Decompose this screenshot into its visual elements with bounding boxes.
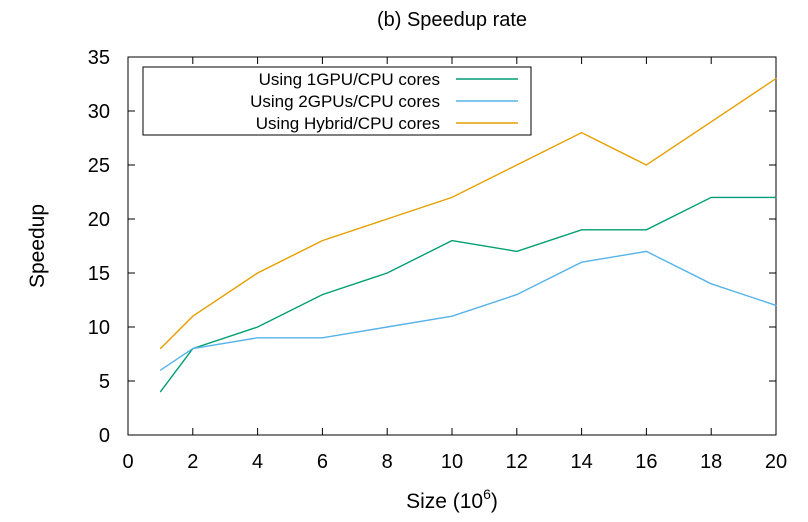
series-lines [159, 78, 777, 393]
x-tick-label: 0 [122, 451, 133, 473]
x-tick-label: 10 [441, 451, 463, 473]
series-3-point [321, 240, 323, 242]
series-2-point [775, 304, 777, 306]
series-1-point [645, 229, 647, 231]
series-2-point [516, 294, 518, 296]
series-2-point [321, 337, 323, 339]
legend-label-1: Using 1GPU/CPU cores [259, 70, 440, 89]
series-3-point [710, 121, 712, 123]
series-3-point [386, 218, 388, 220]
series-1-point [159, 391, 161, 393]
legend-label-3: Using Hybrid/CPU cores [256, 114, 440, 133]
x-tick-label: 2 [187, 451, 198, 473]
series-1-point [516, 250, 518, 252]
series-1-point [321, 294, 323, 296]
series-3-point [516, 164, 518, 166]
series-1-point [451, 240, 453, 242]
x-axis-title-main: Size (10 [406, 490, 483, 513]
chart-title: (b) Speedup rate [377, 9, 527, 31]
series-2-point [386, 326, 388, 328]
series-2-point [192, 348, 194, 350]
series-1-point [257, 326, 259, 328]
y-tick-label: 5 [99, 371, 110, 393]
x-tick-label: 12 [506, 451, 528, 473]
series-line-1 [159, 196, 776, 393]
legend: Using 1GPU/CPU cores Using 2GPUs/CPU core… [142, 66, 532, 136]
axis-ticks: 0 2 4 6 8 10 12 14 16 18 20 0 5 10 15 20 25 30 35 [88, 47, 787, 473]
y-tick-label: 0 [99, 425, 110, 447]
x-tick-label: 20 [765, 451, 787, 473]
series-3-point [192, 315, 194, 317]
series-3-point [645, 164, 647, 166]
series-2-point [710, 283, 712, 285]
y-tick-label: 30 [88, 101, 110, 123]
series-line-2 [160, 250, 777, 371]
x-axis-title-superscript: 6 [483, 486, 491, 502]
series-3-point [257, 272, 259, 274]
series-3-point [581, 132, 583, 134]
x-tick-label: 14 [570, 451, 592, 473]
series-2-point [257, 337, 259, 339]
series-2-point [581, 261, 583, 263]
x-tick-label: 16 [635, 451, 657, 473]
y-tick-label: 25 [88, 155, 110, 177]
series-2-point [645, 250, 647, 252]
series-2-point [451, 315, 453, 317]
series-3-point [451, 196, 453, 198]
x-axis-title-suffix: ) [491, 490, 498, 513]
series-1-point [581, 229, 583, 231]
x-axis-title: Size (106) [406, 486, 498, 513]
y-tick-label: 15 [88, 263, 110, 285]
x-tick-label: 18 [700, 451, 722, 473]
legend-label-2: Using 2GPUs/CPU cores [250, 92, 440, 111]
x-tick-label: 6 [317, 451, 328, 473]
x-tick-label: 8 [382, 451, 393, 473]
x-tick-label: 4 [252, 451, 263, 473]
y-tick-label: 20 [88, 209, 110, 231]
series-3-point [775, 78, 777, 80]
y-tick-label: 10 [88, 317, 110, 339]
series-1-point [386, 272, 388, 274]
y-axis-title: Speedup [26, 204, 49, 288]
series-3-point [159, 348, 161, 350]
series-1-point [710, 196, 712, 198]
y-tick-label: 35 [88, 47, 110, 69]
series-2-point [159, 369, 161, 371]
series-1-point [775, 196, 777, 198]
